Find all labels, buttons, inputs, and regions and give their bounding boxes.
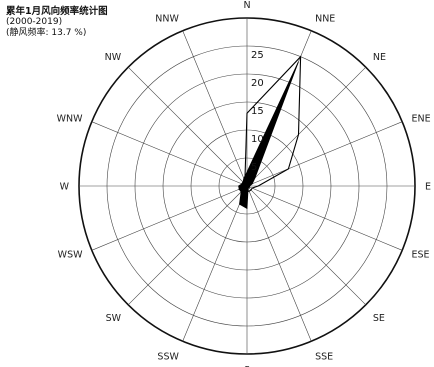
direction-label-w: W [60,182,70,193]
spoke-ene [246,121,403,187]
direction-label-ene: ENE [412,113,431,124]
direction-label-sw: SW [106,313,122,324]
direction-label-se: SE [373,313,385,324]
direction-label-wnw: WNW [57,113,83,124]
spoke-wsw [91,185,248,251]
chart-period: (2000-2019) [6,17,63,27]
spoke-wnw [91,121,248,187]
spoke-sse [246,185,312,342]
spoke-ese [246,185,403,251]
frequency-marks [238,55,302,210]
direction-label-ssw: SSW [157,352,179,363]
radial-tick-label-5: 5 [251,162,257,173]
frequency-fill [238,61,299,210]
spoke-ssw [182,185,248,342]
spoke-nnw [182,30,248,187]
direction-label-n: N [243,0,250,11]
direction-label-ese: ESE [412,250,430,261]
direction-label-wsw: WSW [58,250,83,261]
polar-grid [78,17,416,355]
radial-tick-label-25: 25 [251,50,264,61]
direction-label-s: S [244,365,250,367]
spoke-ne [246,66,367,187]
chart-title: 累年1月风向频率统计图 [6,6,108,17]
title-block: 累年1月风向频率统计图 (2000-2019) (静风频率: 13.7 %) [6,6,108,39]
calm-frequency: (静风频率: 13.7 %) [6,28,87,38]
direction-label-e: E [425,182,431,193]
direction-label-nw: NW [105,52,122,63]
radial-tick-label-10: 10 [251,134,264,145]
direction-label-nne: NNE [315,14,335,25]
axis-labels: 5 10 15 20 25 N NNE NE ENE E ESE SE SSE S SSW SW WSW W WNW… [57,0,431,367]
spoke-nw [127,66,248,187]
direction-label-nnw: NNW [155,14,179,25]
direction-label-sse: SSE [315,352,333,363]
spoke-se [246,185,367,306]
radial-tick-label-20: 20 [251,78,264,89]
direction-label-ne: NE [373,52,386,63]
radial-tick-label-15: 15 [251,106,264,117]
spoke-sw [127,185,248,306]
